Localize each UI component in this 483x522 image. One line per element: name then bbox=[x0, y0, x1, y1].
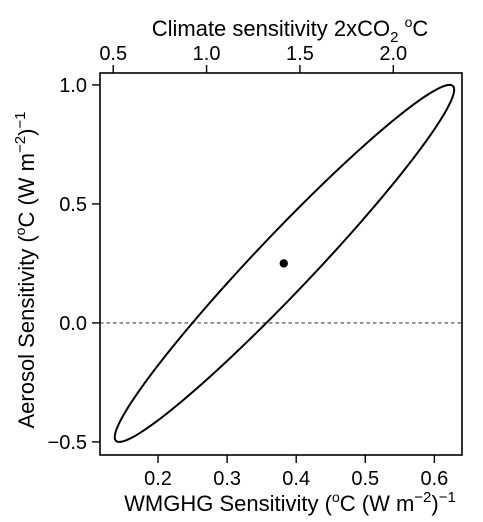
x-tick-label: 0.2 bbox=[144, 468, 172, 490]
x-tick-label: 0.6 bbox=[420, 468, 448, 490]
top-tick-label: 2.0 bbox=[379, 43, 407, 65]
x-tick-label: 0.3 bbox=[213, 468, 241, 490]
x-tick-label: 0.4 bbox=[282, 468, 310, 490]
data-layer bbox=[100, 83, 462, 443]
y-tick-label: 1.0 bbox=[59, 75, 87, 97]
ticks-layer: 0.2 0.3 0.4 0.5 0.6 −0.5 0.0 0.5 1.0 0.5 1.0 1.5 2.0 bbox=[48, 43, 449, 490]
top-tick-label: 1.0 bbox=[193, 43, 221, 65]
confidence-ellipse bbox=[113, 83, 456, 443]
top-tick-label: 0.5 bbox=[99, 43, 127, 65]
plot-frame bbox=[99, 72, 463, 456]
best-estimate-point bbox=[279, 259, 288, 268]
top-axis-title: Climate sensitivity 2xCO2 oC bbox=[152, 14, 429, 46]
y-tick-label: −0.5 bbox=[48, 432, 87, 454]
y-tick-label: 0.0 bbox=[59, 313, 87, 335]
y-tick-label: 0.5 bbox=[59, 194, 87, 216]
top-tick-label: 1.5 bbox=[286, 43, 314, 65]
x-axis-title: WMGHG Sensitivity (oC (W m−2)−1 bbox=[124, 489, 456, 516]
y-axis-title: Aerosol Sensitivity (oC (W m−2)−1 bbox=[12, 111, 39, 428]
x-tick-label: 0.5 bbox=[351, 468, 379, 490]
